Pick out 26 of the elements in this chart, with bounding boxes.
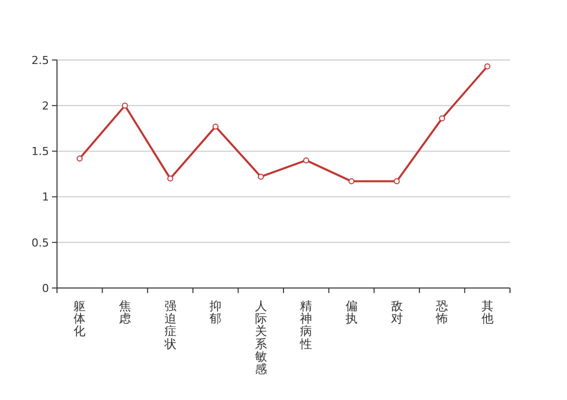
x-tick-label: 偏执 (345, 299, 358, 326)
y-tick-label: 2 (42, 99, 49, 112)
point (484, 63, 490, 70)
x-tick-label: 恐怖 (435, 299, 448, 326)
y-tick-label: 2.5 (32, 54, 49, 67)
x-tick-label: 抑郁 (210, 299, 222, 326)
point (122, 102, 128, 109)
x-tick-label: 人际关系敏感 (254, 299, 267, 376)
x-tick-label: 强迫症状 (163, 299, 176, 351)
point (394, 178, 400, 184)
point (258, 174, 264, 180)
x-tick-label: 精神病性 (299, 299, 312, 351)
point (167, 176, 174, 182)
y-tick-label: 1.5 (32, 145, 49, 158)
point (348, 178, 354, 184)
x-tick-label: 焦虑 (118, 299, 131, 326)
x-tick-label: 敌对 (390, 299, 403, 326)
point (303, 157, 310, 164)
y-tick-label: 0 (42, 282, 49, 295)
point (76, 155, 83, 162)
x-tick-label: 其他 (481, 299, 494, 326)
x-tick-label: 躯体化 (74, 299, 86, 338)
point (439, 115, 446, 122)
y-tick-label: 0.5 (32, 236, 49, 250)
point (212, 124, 219, 130)
y-tick-label: 1 (42, 190, 49, 204)
